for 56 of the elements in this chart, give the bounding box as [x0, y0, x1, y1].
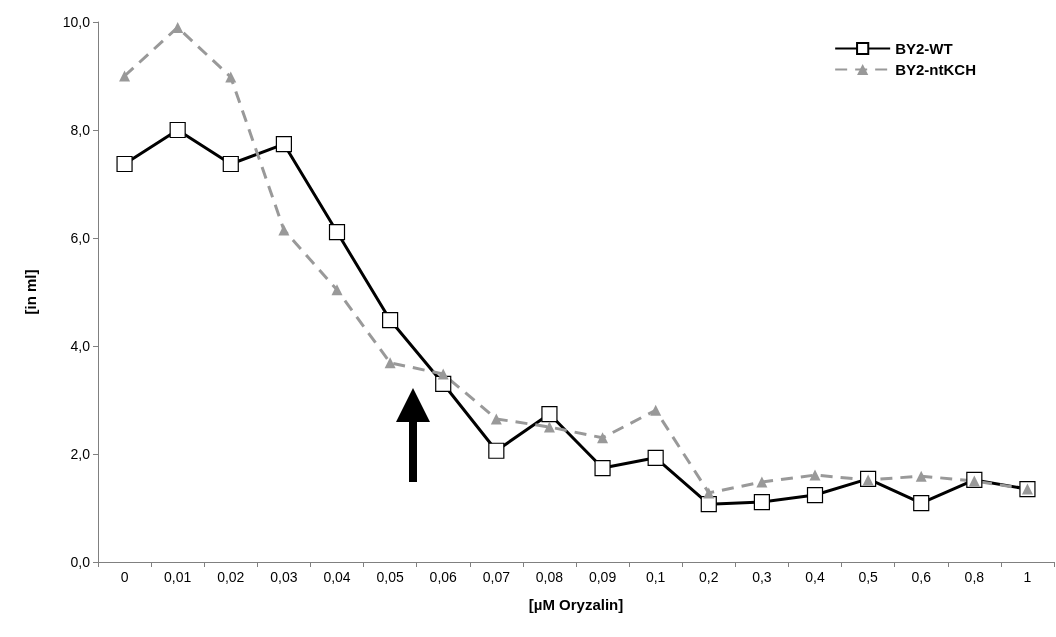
point: [913, 495, 930, 512]
point: [915, 470, 927, 482]
legend-label: BY2-ntKCH: [895, 61, 977, 78]
x-tick-label: 0,6: [911, 569, 932, 585]
point: [703, 487, 715, 499]
point: [328, 223, 346, 241]
x-tick-label: 1: [1023, 569, 1032, 585]
point: [275, 135, 292, 153]
x-tick-label: 0,01: [164, 569, 192, 585]
y-axis-title: [in ml]: [22, 269, 39, 315]
point: [225, 71, 237, 83]
x-tick-label: 0,5: [858, 569, 879, 585]
point: [597, 432, 609, 444]
point: [116, 155, 133, 173]
y-tick-label: 6,0: [70, 230, 91, 246]
point: [488, 442, 505, 459]
y-tick-label: 4,0: [70, 338, 91, 354]
x-tick-label: 0,06: [429, 569, 458, 585]
x-tick-label: 0,1: [645, 569, 666, 585]
point: [700, 496, 717, 513]
x-tick-label: 0,08: [535, 569, 564, 585]
y-tick-label: 8,0: [70, 122, 91, 138]
point: [756, 476, 768, 488]
point: [753, 493, 770, 511]
point: [490, 413, 502, 425]
x-tick-label: 0,3: [752, 569, 772, 585]
point: [809, 469, 821, 481]
x-axis-title: [µM Oryzalin]: [528, 596, 624, 613]
point: [222, 155, 239, 173]
point: [647, 449, 664, 466]
x-tick-label: 0,07: [482, 569, 511, 585]
point: [169, 121, 186, 139]
point: [437, 368, 449, 380]
point: [594, 459, 611, 477]
x-tick-label: 0,04: [323, 569, 351, 585]
point: [382, 311, 399, 329]
point: [384, 357, 396, 369]
x-tick-label: 0,03: [270, 569, 298, 585]
y-tick-label: 2,0: [70, 446, 91, 462]
x-tick-label: 0,02: [217, 569, 245, 585]
point: [119, 70, 131, 82]
x-tick-label: 0,05: [376, 569, 404, 585]
point: [278, 224, 290, 236]
x-tick-label: 0,09: [588, 569, 617, 585]
point: [331, 284, 343, 296]
point: [650, 404, 662, 416]
y-tick-label: 10,0: [62, 14, 91, 30]
point: [806, 486, 824, 504]
point: [543, 421, 555, 433]
x-tick-label: 0,8: [964, 569, 985, 585]
x-tick-label: 0,2: [699, 569, 719, 585]
x-tick-label: 0: [120, 569, 129, 585]
x-tick-label: 0,4: [805, 569, 825, 585]
point: [541, 405, 558, 423]
y-tick-label: 0,0: [70, 554, 91, 570]
legend-label: BY2-WT: [895, 40, 953, 57]
